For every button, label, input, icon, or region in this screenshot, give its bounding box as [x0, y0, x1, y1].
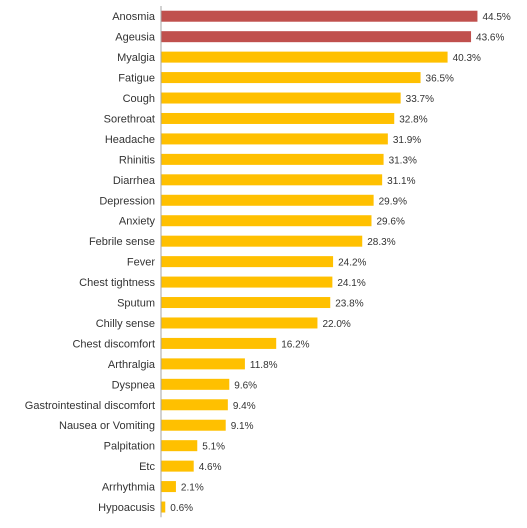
- value-label: 33.7%: [406, 94, 434, 105]
- bar: [161, 337, 277, 349]
- category-label: Arthralgia: [108, 359, 156, 371]
- value-label: 9.4%: [233, 401, 256, 412]
- bar: [161, 276, 333, 288]
- bar: [161, 92, 401, 104]
- bar: [161, 297, 331, 309]
- value-label: 31.1%: [387, 176, 415, 187]
- category-label: Chest tightness: [79, 277, 155, 289]
- bar: [161, 215, 372, 227]
- bar: [161, 194, 374, 206]
- value-label: 22.0%: [322, 319, 350, 330]
- category-label: Hypoacusis: [98, 502, 155, 514]
- value-label: 0.6%: [170, 503, 193, 514]
- bar: [161, 31, 472, 43]
- bar: [161, 440, 198, 452]
- value-label: 31.3%: [389, 155, 417, 166]
- category-label: Depression: [99, 195, 155, 207]
- bar: [161, 317, 318, 329]
- value-label: 24.2%: [338, 258, 366, 269]
- value-label: 5.1%: [202, 442, 225, 453]
- value-label: 40.3%: [453, 53, 481, 64]
- value-label: 23.8%: [335, 299, 363, 310]
- category-label: Etc: [139, 461, 155, 473]
- value-label: 11.8%: [250, 360, 278, 371]
- value-label: 9.6%: [234, 380, 257, 391]
- bar: [161, 481, 176, 493]
- bar: [161, 112, 395, 124]
- value-label: 2.1%: [181, 483, 204, 494]
- bar: [161, 399, 228, 411]
- bar: [161, 419, 226, 431]
- category-label: Anxiety: [119, 216, 156, 228]
- value-label: 24.1%: [337, 278, 365, 289]
- category-label: Rhinitis: [119, 154, 156, 166]
- category-label: Gastrointestinal discomfort: [25, 400, 155, 412]
- value-label: 28.3%: [367, 237, 395, 248]
- category-label: Nausea or Vomiting: [59, 420, 155, 432]
- category-label: Anosmia: [112, 11, 156, 23]
- bar: [161, 235, 363, 247]
- bar: [161, 501, 166, 513]
- bar: [161, 133, 388, 145]
- category-label: Palpitation: [104, 441, 155, 453]
- bar: [161, 256, 334, 268]
- category-label: Fever: [127, 257, 155, 269]
- bar: [161, 153, 384, 165]
- category-label: Sorethroat: [104, 113, 155, 125]
- category-label: Arrhythmia: [102, 482, 156, 494]
- category-label: Dyspnea: [112, 379, 156, 391]
- value-label: 32.8%: [399, 114, 427, 125]
- value-label: 4.6%: [199, 462, 222, 473]
- category-label: Ageusia: [115, 32, 156, 44]
- category-label: Febrile sense: [89, 236, 155, 248]
- value-label: 36.5%: [426, 74, 454, 85]
- bar: [161, 358, 245, 370]
- value-label: 43.6%: [476, 33, 504, 44]
- category-label: Chest discomfort: [72, 338, 155, 350]
- bar: [161, 72, 421, 84]
- category-label: Headache: [105, 134, 155, 146]
- value-label: 29.6%: [376, 217, 404, 228]
- value-label: 44.5%: [482, 12, 510, 23]
- bars-group: Anosmia 44.5% Ageusia 43.6% Myalgia 40.3% Fati…: [25, 10, 511, 514]
- category-label: Cough: [123, 93, 155, 105]
- bar: [161, 51, 448, 63]
- value-label: 29.9%: [379, 196, 407, 207]
- value-label: 9.1%: [231, 421, 254, 432]
- category-label: Fatigue: [118, 73, 155, 85]
- bar: [161, 378, 230, 390]
- category-label: Diarrhea: [113, 175, 156, 187]
- value-label: 16.2%: [281, 339, 309, 350]
- category-label: Myalgia: [117, 52, 156, 64]
- bar: [161, 460, 194, 472]
- bar: [161, 10, 478, 22]
- category-label: Chilly sense: [96, 318, 155, 330]
- category-label: Sputum: [117, 298, 155, 310]
- value-label: 31.9%: [393, 135, 421, 146]
- bar: [161, 174, 383, 186]
